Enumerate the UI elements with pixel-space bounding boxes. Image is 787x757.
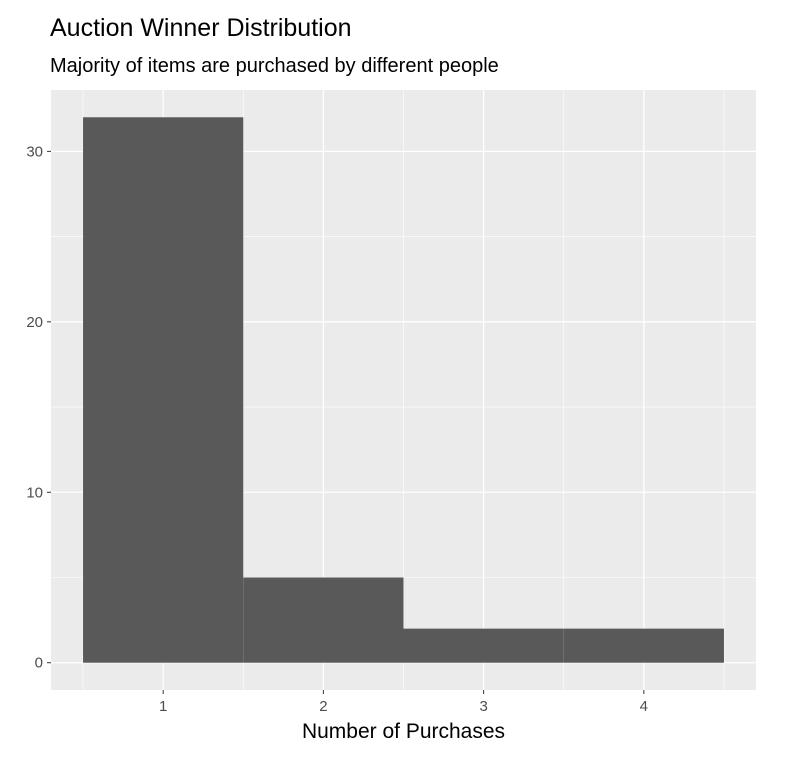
x-axis-label: Number of Purchases <box>301 720 506 743</box>
y-tick-label: 20 <box>26 314 43 331</box>
x-tick-label: 3 <box>479 698 487 715</box>
x-tick-label: 1 <box>159 698 167 715</box>
x-tick-label: 2 <box>319 698 327 715</box>
y-tick-label: 10 <box>26 484 43 501</box>
histogram-bar <box>243 577 404 663</box>
chart-subtitle: Majority of items are purchased by diffe… <box>50 55 499 77</box>
y-tick-label: 0 <box>35 655 43 672</box>
histogram-bar <box>83 117 244 663</box>
y-tick-label: 30 <box>26 143 43 160</box>
chart-title: Auction Winner Distribution <box>50 14 352 42</box>
histogram-bar <box>403 628 564 663</box>
histogram-bar <box>563 628 724 663</box>
x-tick-label: 4 <box>640 698 648 715</box>
